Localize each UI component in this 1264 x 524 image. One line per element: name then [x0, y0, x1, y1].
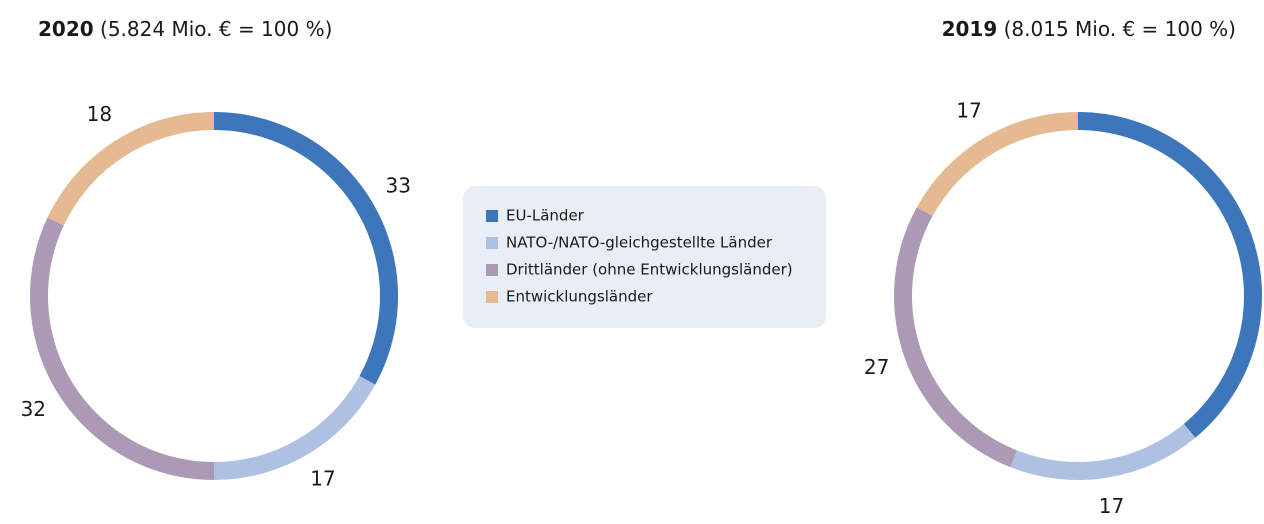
title-year: 2020: [38, 17, 94, 41]
legend-box: [463, 186, 826, 328]
donut-segment: [214, 375, 376, 480]
chart-title: 2019 (8.015 Mio. € = 100 %): [942, 17, 1236, 41]
donut-segment: [1010, 423, 1196, 481]
legend-label: Drittländer (ohne Entwicklungsländer): [506, 261, 793, 279]
legend-label: Entwicklungsländer: [506, 288, 653, 306]
donut-segment: [47, 112, 214, 226]
title-total: (8.015 Mio. € = 100 %): [1004, 17, 1236, 41]
title-year: 2019: [942, 17, 998, 41]
data-label: 17: [1099, 494, 1124, 518]
data-label: 33: [385, 174, 410, 198]
legend-swatch: [486, 210, 498, 222]
donut-segment: [29, 217, 215, 480]
data-label: 18: [87, 102, 112, 126]
legend-swatch: [486, 291, 498, 303]
data-label: 32: [21, 397, 46, 421]
donut-segment: [1078, 112, 1263, 438]
donut-segment: [214, 112, 398, 385]
data-label: 17: [310, 467, 335, 491]
donut-segment: [916, 112, 1078, 217]
chart-title: 2020 (5.824 Mio. € = 100 %): [38, 17, 332, 41]
data-label: 17: [956, 98, 981, 122]
legend-swatch: [486, 237, 498, 249]
data-label: 27: [864, 355, 889, 379]
title-total: (5.824 Mio. € = 100 %): [100, 17, 332, 41]
legend-label: EU-Länder: [506, 207, 585, 225]
legend-swatch: [486, 264, 498, 276]
legend-label: NATO-/NATO-gleichgestellte Länder: [506, 234, 773, 252]
donut-segment: [894, 207, 1017, 468]
